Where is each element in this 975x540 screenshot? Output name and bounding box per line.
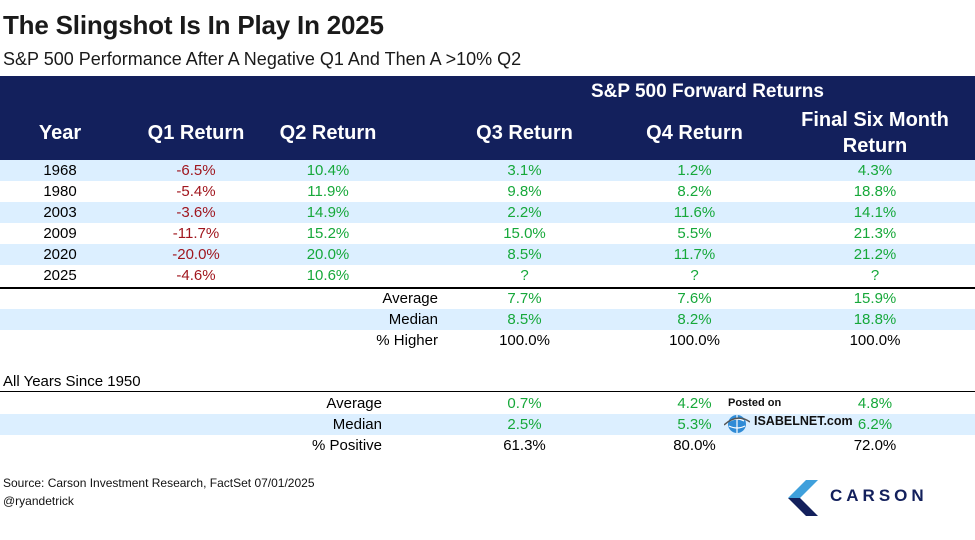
col-q3: Q3 Return bbox=[476, 122, 573, 144]
all-years-row: % Positive 61.3% 80.0% 72.0% bbox=[0, 435, 975, 456]
cell-q3: 0.7% bbox=[507, 395, 542, 412]
summary-label: Median bbox=[388, 311, 438, 328]
cell-q4: ? bbox=[690, 267, 699, 284]
cell-year: 1968 bbox=[43, 162, 77, 179]
summary-row: Median 8.5% 8.2% 18.8% bbox=[0, 309, 975, 330]
cell-q3: 100.0% bbox=[499, 332, 550, 349]
cell-q1: -4.6% bbox=[176, 267, 216, 284]
cell-q3: 2.2% bbox=[507, 204, 542, 221]
cell-year: 2020 bbox=[43, 246, 77, 263]
cell-q1: -3.6% bbox=[176, 204, 216, 221]
cell-q3: 61.3% bbox=[503, 437, 546, 454]
table-header: S&P 500 Forward Returns Year Q1 Return Q… bbox=[0, 76, 975, 160]
cell-q4: 8.2% bbox=[677, 183, 712, 200]
carson-logo: CARSON bbox=[786, 478, 936, 518]
cell-q3: 3.1% bbox=[507, 162, 542, 179]
summary-label: % Higher bbox=[376, 332, 438, 349]
cell-q3: 8.5% bbox=[507, 311, 542, 328]
posted-on-label: Posted on bbox=[728, 397, 782, 409]
cell-six: 18.8% bbox=[853, 311, 897, 328]
cell-q3: ? bbox=[520, 267, 529, 284]
cell-six: 18.8% bbox=[853, 183, 897, 200]
table-row: 2009 -11.7% 15.2% 15.0% 5.5% 21.3% bbox=[0, 223, 975, 244]
page-subtitle: S&P 500 Performance After A Negative Q1 … bbox=[3, 49, 522, 69]
cell-q4: 5.3% bbox=[677, 416, 712, 433]
table-row: 2020 -20.0% 20.0% 8.5% 11.7% 21.2% bbox=[0, 244, 975, 265]
cell-q3: 9.8% bbox=[507, 183, 542, 200]
cell-q3: 7.7% bbox=[507, 290, 542, 307]
divider bbox=[0, 287, 975, 289]
cell-q4: 1.2% bbox=[677, 162, 712, 179]
divider bbox=[0, 391, 975, 392]
author-handle: @ryandetrick bbox=[3, 494, 74, 508]
cell-six: 15.9% bbox=[853, 290, 897, 307]
cell-q2: 14.9% bbox=[306, 204, 350, 221]
cell-q1: -11.7% bbox=[172, 225, 220, 242]
cell-q2: 15.2% bbox=[306, 225, 350, 242]
cell-q2: 11.9% bbox=[307, 183, 349, 200]
carson-chevron-icon bbox=[788, 480, 818, 516]
forward-returns-heading: S&P 500 Forward Returns bbox=[590, 81, 824, 102]
cell-six: 21.3% bbox=[853, 225, 897, 242]
summary-row: % Higher 100.0% 100.0% 100.0% bbox=[0, 330, 975, 351]
globe-icon bbox=[724, 415, 750, 433]
isabelnet-site: ISABELNET.com bbox=[754, 414, 853, 428]
summary-label: Median bbox=[332, 416, 382, 433]
cell-year: 1980 bbox=[43, 183, 77, 200]
cell-q2: 20.0% bbox=[306, 246, 350, 263]
cell-q2: 10.4% bbox=[306, 162, 350, 179]
all-years-label: All Years Since 1950 bbox=[3, 373, 141, 390]
cell-q4: 8.2% bbox=[677, 311, 712, 328]
all-years-row: Average 0.7% 4.2% 4.8% bbox=[0, 393, 975, 414]
cell-six: 4.3% bbox=[857, 162, 893, 179]
summary-label: % Positive bbox=[311, 437, 382, 454]
cell-q4: 11.6% bbox=[673, 204, 716, 221]
cell-q2: 10.6% bbox=[306, 267, 350, 284]
cell-q3: 8.5% bbox=[507, 246, 542, 263]
summary-row: Average 7.7% 7.6% 15.9% bbox=[0, 288, 975, 309]
cell-q3: 15.0% bbox=[503, 225, 546, 242]
cell-q1: -5.4% bbox=[176, 183, 216, 200]
cell-six: 100.0% bbox=[849, 332, 901, 349]
col-q1: Q1 Return bbox=[147, 122, 245, 144]
cell-q4: 4.2% bbox=[677, 395, 712, 412]
cell-six: 14.1% bbox=[853, 204, 897, 221]
cell-q4: 100.0% bbox=[669, 332, 720, 349]
cell-six: ? bbox=[870, 267, 880, 284]
cell-six: 4.8% bbox=[857, 395, 893, 412]
cell-six: 21.2% bbox=[853, 246, 897, 263]
cell-q1: -6.5% bbox=[176, 162, 216, 179]
table-row: 1980 -5.4% 11.9% 9.8% 8.2% 18.8% bbox=[0, 181, 975, 202]
table-row: 2025 -4.6% 10.6% ? ? ? bbox=[0, 265, 975, 286]
cell-q4: 5.5% bbox=[677, 225, 712, 242]
source-note: Source: Carson Investment Research, Fact… bbox=[3, 476, 315, 490]
cell-six: 72.0% bbox=[853, 437, 897, 454]
cell-q1: -20.0% bbox=[172, 246, 220, 263]
carson-wordmark: CARSON bbox=[830, 486, 928, 505]
cell-six: 6.2% bbox=[857, 416, 893, 433]
table-row: 1968 -6.5% 10.4% 3.1% 1.2% 4.3% bbox=[0, 160, 975, 181]
col-six-line1: Final Six Month bbox=[801, 109, 949, 131]
page-title: The Slingshot Is In Play In 2025 bbox=[3, 10, 384, 40]
cell-q4: 80.0% bbox=[673, 437, 716, 454]
table-row: 2003 -3.6% 14.9% 2.2% 11.6% 14.1% bbox=[0, 202, 975, 223]
cell-q3: 2.5% bbox=[507, 416, 542, 433]
cell-q4: 7.6% bbox=[677, 290, 712, 307]
col-q4: Q4 Return bbox=[646, 122, 743, 144]
cell-year: 2009 bbox=[43, 225, 77, 242]
cell-year: 2025 bbox=[43, 267, 77, 284]
col-six-line2: Return bbox=[842, 135, 908, 157]
cell-q4: 11.7% bbox=[673, 246, 716, 263]
col-year: Year bbox=[38, 122, 82, 144]
col-q2: Q2 Return bbox=[279, 122, 377, 144]
summary-label: Average bbox=[326, 395, 382, 412]
isabelnet-watermark: Posted on ISABELNET.com bbox=[722, 396, 853, 440]
summary-label: Average bbox=[382, 290, 438, 307]
cell-year: 2003 bbox=[43, 204, 77, 221]
